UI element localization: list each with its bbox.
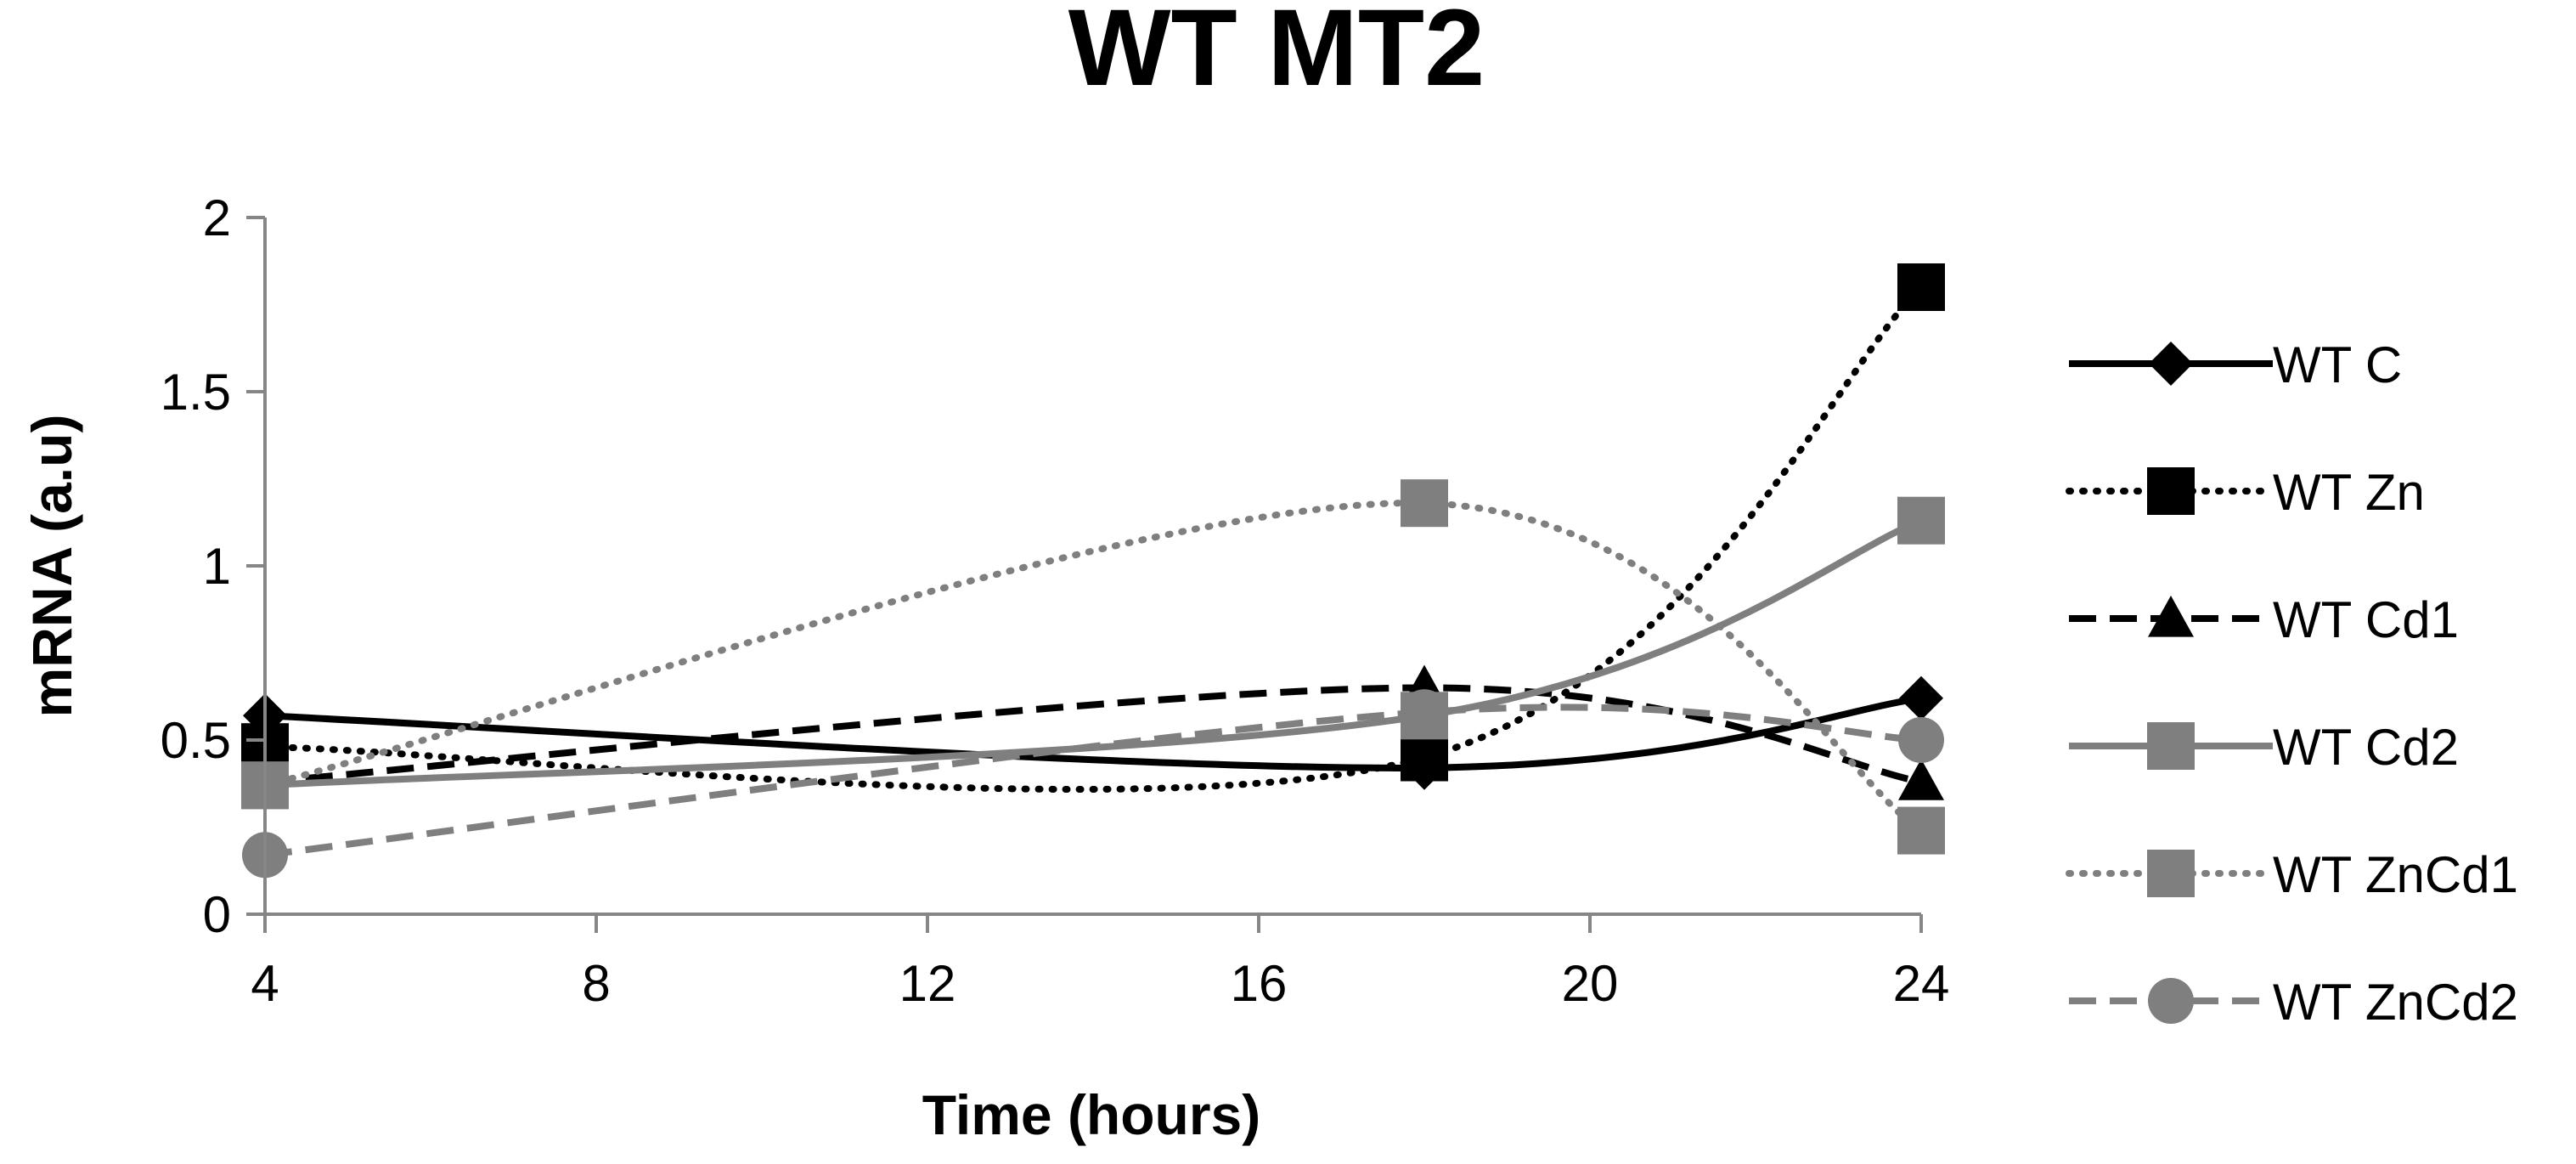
y-tick-label: 0: [203, 886, 231, 943]
series-wt-zn: [241, 263, 1945, 794]
y-tick-label: 1.5: [161, 364, 231, 421]
data-point-square: [1897, 806, 1945, 855]
data-point-circle: [1401, 689, 1447, 736]
legend-item: WT Zn: [2066, 464, 2425, 521]
data-point-square: [1897, 496, 1945, 545]
x-tick-label: 24: [1893, 955, 1950, 1012]
series-line: [262, 500, 1925, 834]
legend-label: WT Zn: [2273, 464, 2425, 521]
x-tick-label: 8: [582, 955, 610, 1012]
data-point-circle: [1898, 717, 1944, 763]
y-tick-label: 2: [203, 189, 231, 246]
legend-item: WT C: [2069, 336, 2402, 393]
series-wt-cd1: [242, 664, 1944, 800]
x-tick-label: 12: [899, 955, 956, 1012]
chart-title: WT MT2: [1068, 0, 1485, 109]
x-tick-label: 20: [1562, 955, 1619, 1012]
legend-label: WT C: [2273, 336, 2402, 393]
series-wt-zncd1: [241, 479, 1945, 855]
tick-labels: 4 8 12 16 20 24 0 0.5 1 1.5 2: [161, 189, 1950, 1012]
legend-item: WT Cd2: [2069, 719, 2459, 776]
series-layer: [241, 263, 1945, 879]
series-line: [262, 284, 1925, 794]
legend-item: WT ZnCd1: [2066, 846, 2518, 903]
legend-marker-square: [2147, 467, 2195, 515]
legend-marker-triangle: [2148, 596, 2194, 637]
legend-marker-square: [2147, 850, 2195, 897]
legend-label: WT ZnCd1: [2273, 846, 2518, 903]
series-line: [264, 684, 1922, 786]
y-axis-label: mRNA (a.u): [20, 415, 83, 718]
legend-label: WT Cd1: [2273, 591, 2459, 648]
legend-marker-diamond: [2149, 342, 2193, 386]
data-point-triangle: [1898, 759, 1944, 800]
legend-label: WT Cd2: [2273, 719, 2459, 776]
legend: WT C WT Zn WT Cd1 WT Cd2 WT ZnCd1 WT ZnCd2: [2066, 336, 2518, 1031]
y-tick-label: 1: [203, 538, 231, 595]
legend-label: WT ZnCd2: [2273, 974, 2518, 1031]
x-axis-label: Time (hours): [922, 1083, 1260, 1146]
series-wt-zncd2: [242, 689, 1944, 879]
y-tick-label: 0.5: [161, 712, 231, 769]
data-point-square: [1897, 263, 1945, 311]
legend-marker-square: [2147, 722, 2195, 770]
data-point-diamond: [1899, 675, 1943, 720]
legend-item: WT ZnCd2: [2069, 974, 2518, 1031]
data-point-square: [1401, 733, 1448, 782]
x-tick-label: 4: [251, 955, 279, 1012]
data-point-square: [1401, 479, 1448, 528]
series-line: [264, 517, 1923, 789]
series-line: [264, 703, 1922, 859]
x-tick-label: 16: [1231, 955, 1288, 1012]
series-line: [264, 694, 1922, 771]
legend-item: WT Cd1: [2069, 591, 2459, 648]
axis-tick-marks: [246, 216, 1923, 933]
legend-marker-circle: [2148, 978, 2194, 1024]
